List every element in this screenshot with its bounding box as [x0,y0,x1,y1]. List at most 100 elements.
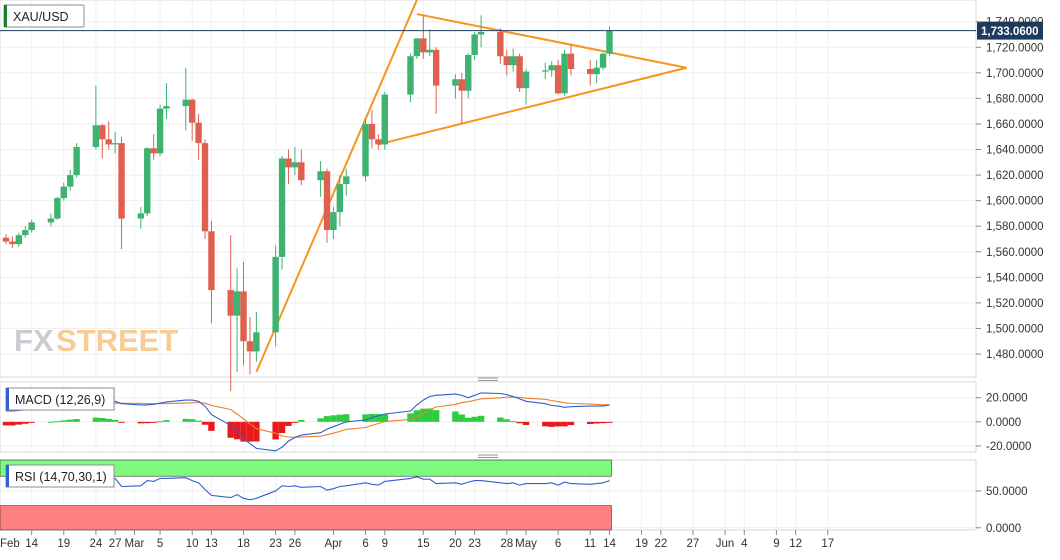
rsi-legend[interactable]: RSI (14,70,30,1) [5,464,115,488]
rsi-y-tick-label: 0.0000 [986,523,1021,535]
candle [606,26,613,57]
candle-body [497,31,504,57]
candle [9,236,16,248]
macd-y-tick-label: -20.0000 [986,441,1031,453]
candle [233,268,241,372]
x-tick-label: 26 [289,538,302,550]
symbol-label[interactable]: XAU/USD [3,4,85,28]
candle [195,113,202,160]
candle [509,48,517,72]
macd-histogram-bar [28,421,35,423]
candle [516,53,523,93]
candle-body [471,34,478,55]
x-tick-label: Feb [0,538,20,550]
rising-support-trendline[interactable] [255,0,418,373]
candle-body [137,213,145,219]
macd-histogram-bar [73,419,80,422]
macd-histogram-bar [240,421,247,442]
candle-body [67,175,74,187]
wedge-support-trendline[interactable] [378,66,687,146]
macd-histogram-bar [497,417,504,422]
x-tick-label: 9 [382,538,388,550]
macd-histogram-bar [150,421,157,423]
last-price-badge [977,21,1043,40]
x-tick-label: 14 [25,538,38,550]
x-tick-label: 4 [741,538,748,550]
candle-body [118,143,125,219]
candle [407,53,414,103]
candle [22,226,29,238]
candle [567,44,575,76]
x-tick-label: May [515,538,537,550]
macd-histogram-bar [323,416,331,422]
candle-body [368,123,376,140]
candle-body [22,230,29,236]
candle [599,52,607,71]
x-tick-label: 28 [500,538,513,550]
trend-lines[interactable] [255,0,687,373]
candle [67,169,74,191]
candle [542,62,549,80]
candle [240,261,247,366]
x-tick-label: 23 [468,538,481,550]
macd-histogram-bar [554,421,562,427]
candle-body [253,332,260,352]
macd-histogram-bar [144,421,151,424]
candle [561,49,568,96]
rsi-legend-text: RSI (14,70,30,1) [15,470,107,484]
candle-body [99,125,106,140]
candle-body [317,171,324,181]
x-tick-label: 27 [687,538,700,550]
x-axis: Feb 14 19 24 27 Mar 5 10 13 18 23 26 Apr 6 9 15 20 23 28 Ma… [0,530,834,550]
candle [201,139,209,239]
macd-histogram-bar [561,421,568,427]
symbol-text: XAU/USD [13,10,69,24]
candle [208,221,215,324]
macd-legend[interactable]: MACD (12,26,9) [5,387,115,411]
candle [182,67,189,131]
candle [548,61,555,77]
candle-body [163,106,170,109]
wedge-resistance-trendline[interactable] [416,13,687,69]
candle-body [2,237,10,242]
pane-resize-handle[interactable] [478,454,498,458]
candle-body [458,79,466,91]
x-tick-label: 18 [237,538,250,550]
candle [458,72,466,124]
macd-y-tick-label: 0.0000 [986,417,1021,429]
price-y-tick-label: 1,620.0000 [986,170,1044,182]
pane-resize-handle[interactable] [478,377,498,381]
candle-body [381,94,388,145]
macd-histogram-bar [606,421,613,423]
macd-histogram-bar [317,418,324,422]
macd-histogram-bar [60,420,67,422]
macd-histogram-bar [336,414,344,422]
candle [278,155,286,270]
candle [73,143,80,178]
candle-body [227,290,234,316]
price-y-tick-label: 1,640.0000 [986,145,1044,157]
macd-histogram-bar [330,415,337,422]
x-tick-label: 14 [603,538,616,550]
macd-histogram-bar [22,421,29,424]
price-y-tick-label: 1,600.0000 [986,196,1044,208]
macd-histogram-bar [182,418,189,422]
macd-histogram-bar [99,417,106,422]
macd-histogram-bar [253,421,260,442]
x-tick-label: 6 [555,538,561,550]
candle-body [432,49,440,86]
candle [144,146,151,216]
candle-body [567,53,575,70]
candle [163,83,170,119]
watermark-street: STREET [56,323,178,358]
macd-histogram-bar [420,408,427,422]
x-tick-label: 22 [654,538,667,550]
x-tick-label: 23 [269,538,282,550]
macd-histogram-bar [246,421,254,442]
candle-body [188,99,196,123]
candle [471,31,478,61]
x-tick-label: 27 [109,538,122,550]
candle-body [407,56,414,95]
